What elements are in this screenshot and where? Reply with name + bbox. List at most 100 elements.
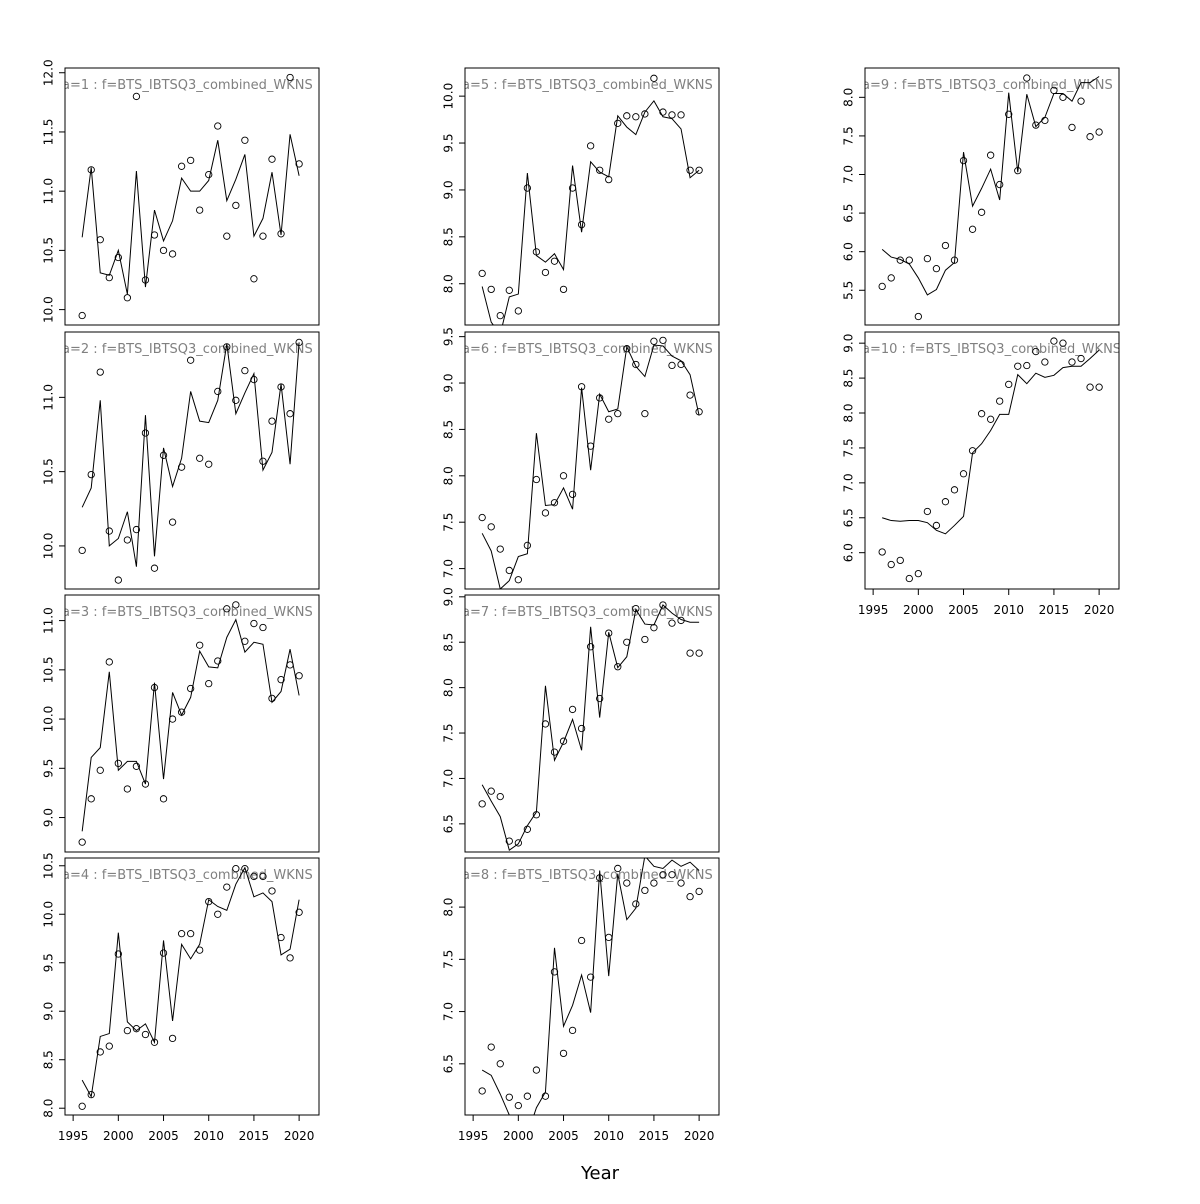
data-point [959,470,968,478]
x-tick-label: 1995 [858,603,889,617]
y-tick-label: 9.5 [442,327,456,346]
data-point [114,576,122,584]
data-point [605,415,613,423]
data-point [205,679,213,688]
x-tick-label: 1995 [458,1129,489,1143]
data-point [577,936,586,945]
y-tick-label: 8.0 [42,1099,56,1118]
x-tick-label: 2010 [993,603,1024,617]
y-tick-label: 6.5 [442,814,456,833]
data-point [887,274,895,282]
data-point [878,282,886,291]
panel-title: a=2 : f=BTS_IBTSQ3_combined_WKNS [62,342,313,357]
data-point [78,311,86,320]
panel: a=7 : f=BTS_IBTSQ3_combined_WKNS 6.5 7.0 7.… [442,587,720,853]
data-point [159,246,168,255]
data-point [105,1042,113,1050]
data-point [168,518,177,526]
data-point [78,838,86,846]
data-point [650,337,658,345]
fit-line [81,342,300,567]
y-tick-label: 7.0 [442,559,456,578]
data-point [686,649,694,657]
data-point [577,220,586,229]
panel-title: a=3 : f=BTS_IBTSQ3_combined_WKNS [62,605,313,620]
y-tick-label: 10.5 [42,237,56,264]
data-point [223,232,231,240]
data-point [159,795,168,803]
data-point [641,635,649,644]
data-point [496,545,504,553]
data-point [586,643,595,651]
data-point [505,286,513,294]
x-tick-label: 2020 [1084,603,1115,617]
y-tick-label: 7.0 [842,165,856,184]
plot-frame [464,331,720,590]
data-point [186,156,195,165]
data-point [896,256,904,264]
data-point [695,649,703,657]
data-point [114,950,122,958]
x-tick-label: 2005 [548,1129,579,1143]
data-point [141,1030,150,1039]
data-point [87,795,95,803]
data-point [223,343,231,351]
data-point [186,684,195,693]
data-point [114,253,122,262]
x-tick-label: 2020 [284,1129,315,1143]
data-point [914,569,922,578]
panel: a=2 : f=BTS_IBTSQ3_combined_WKNS 10.0 10.5… [42,331,320,590]
data-point [996,180,1004,189]
data-point [932,521,941,530]
data-point [487,285,495,294]
data-point [505,1093,513,1101]
data-point [78,546,86,555]
plot-frame [464,594,720,853]
fit-line [882,349,1100,535]
data-point [659,601,667,609]
data-point [478,513,486,522]
data-point [1086,383,1094,391]
y-tick-label: 11.0 [42,384,56,411]
data-point [168,250,177,258]
y-tick-label: 10.5 [42,458,56,485]
data-point [232,396,240,404]
y-tick-label: 7.0 [842,473,856,492]
data-point [186,356,195,364]
data-point [487,523,495,531]
data-point [559,737,568,745]
data-point [686,166,694,174]
y-tick-label: 6.0 [842,242,856,261]
data-point [123,1026,132,1035]
data-point [196,641,204,649]
fit-line [81,618,300,832]
y-tick-label: 9.0 [842,334,856,353]
data-point [887,560,895,569]
data-point [568,705,577,714]
data-point [1068,123,1076,132]
data-point [586,142,595,150]
y-tick-label: 11.0 [42,178,56,205]
y-tick-label: 10.0 [42,296,56,323]
data-point [1023,74,1031,82]
y-tick-label: 11.0 [42,607,56,634]
y-tick-label: 6.5 [442,1054,456,1073]
y-tick-label: 11.5 [42,119,56,146]
x-tick-label: 2000 [903,603,934,617]
data-point [596,694,604,703]
data-point [1032,347,1040,356]
y-tick-label: 5.5 [842,281,856,300]
data-point [1095,128,1103,136]
data-point [514,839,522,847]
data-point [286,954,294,962]
data-point [686,391,694,399]
data-point [1077,97,1085,105]
fit-line [481,858,700,1115]
y-tick-label: 8.0 [442,274,456,293]
data-point [205,170,213,179]
data-point [605,933,613,942]
data-point [205,460,213,468]
data-point [1014,166,1022,175]
data-point [241,136,249,144]
